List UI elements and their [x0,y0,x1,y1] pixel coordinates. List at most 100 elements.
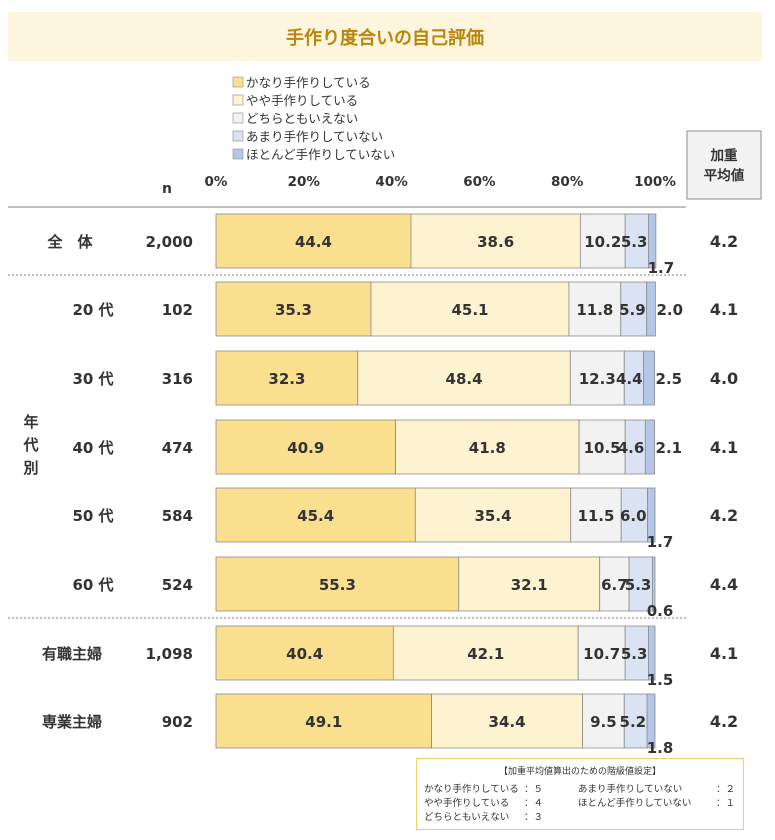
row-avg: 4.0 [710,369,738,388]
bar-segment [215,419,396,475]
row-label: 専業主婦 [42,713,102,731]
data-label: 4.6 [618,439,645,457]
bar-segment [215,625,394,681]
row-label: 30 代 [72,370,113,388]
data-label: 55.3 [319,576,356,594]
bar-segment [620,281,648,337]
bar-segment [215,556,460,612]
row-avg: 4.1 [710,438,738,457]
bar-segment [646,693,656,749]
bar-segment [648,213,657,269]
bar-segment [215,487,416,543]
bar-segment [215,281,372,337]
bar-segment [648,625,656,681]
row-avg: 4.4 [710,575,738,594]
data-label: 1.7 [647,533,674,551]
bar-segment [370,281,570,337]
weight-note-label: やや手作りしている [424,798,510,809]
data-label: 5.3 [621,233,648,251]
legend-swatch [232,130,244,142]
data-label: 35.3 [275,301,312,319]
data-label: 42.1 [467,645,504,663]
data-label: 40.4 [286,645,323,663]
data-label: 2.1 [656,439,683,457]
bar-segment [651,556,656,612]
bar-segment [215,213,412,269]
bar-segment [414,487,572,543]
data-label: 11.8 [576,301,613,319]
row-label: 有職主婦 [42,645,102,663]
chart-title-bar: 手作り度合いの自己評価 [8,12,762,61]
weight-note-row: どちらともいえない ：３ [424,811,736,825]
legend-swatch [232,148,244,160]
data-label: 10.7 [583,645,620,663]
row-n: 316 [162,370,193,388]
row-avg: 4.2 [710,712,738,731]
avg-header-line: 平均値 [704,167,745,184]
data-label: 10.2 [584,233,621,251]
data-label: 6.0 [620,507,647,525]
legend-swatch [232,112,244,124]
bar-segment [577,625,626,681]
weight-note-value: ：３ [524,812,544,823]
data-label: 48.4 [446,370,483,388]
data-label: 32.1 [511,576,548,594]
bar-segment [643,350,655,406]
weight-note-label: かなり手作りしている [424,784,519,795]
data-label: 4.4 [616,370,643,388]
data-label: 40.9 [287,439,324,457]
data-label: 5.3 [621,645,648,663]
data-label: 35.4 [475,507,512,525]
bar-segment [431,693,583,749]
bar-segment [647,487,656,543]
row-label: 全 体 [46,233,93,251]
row-label: 40 代 [72,439,113,457]
row-n: 902 [162,713,193,731]
data-label: 32.3 [268,370,305,388]
group-label: 代 [22,436,38,454]
row-avg: 4.2 [710,232,738,251]
data-label: 41.8 [469,439,506,457]
group-label: 年 [23,413,38,431]
weight-note-row: かなり手作りしている ：５ あまり手作りしていない ：２ [424,783,736,797]
weight-note-label: ほとんど手作りしていない [578,798,692,809]
row-avg: 4.1 [710,300,738,319]
bar-segment [646,281,656,337]
data-label: 45.1 [451,301,488,319]
data-label: 10.5 [584,439,621,457]
x-tick-label: 40% [375,174,408,190]
weight-note: 【加重平均値算出のための階級値設定】 かなり手作りしている ：５ あまり手作りし… [416,758,744,830]
legend-label: あまり手作りしていない [246,129,383,144]
bar-segment [568,281,622,337]
n-header: n [162,181,172,197]
bar-segment [599,556,630,612]
data-label: 9.5 [590,713,617,731]
row-n: 584 [162,507,193,525]
chart-title: 手作り度合いの自己評価 [286,27,484,49]
row-avg: 4.2 [710,506,738,525]
x-tick-label: 20% [288,174,321,190]
row-n: 524 [162,576,193,594]
avg-header-box [686,130,762,200]
weight-note-value: ：５ [524,784,544,795]
data-label: 12.3 [579,370,616,388]
data-label: 38.6 [477,233,514,251]
row-n: 102 [162,301,193,319]
bar-segment [458,556,601,612]
avg-header-line: 加重 [710,147,739,164]
bar-segment [215,693,432,749]
data-label: 5.9 [619,301,646,319]
bar-segment [395,419,580,475]
weight-note-value: ：４ [524,798,544,809]
weight-note-table: かなり手作りしている ：５ あまり手作りしていない ：２ やや手作りしている ：… [424,783,736,825]
row-label: 20 代 [72,301,113,319]
legend-label: ほとんど手作りしていない [246,147,395,162]
data-label: 11.5 [577,507,614,525]
data-label: 6.7 [601,576,628,594]
data-label: 44.4 [295,233,332,251]
bar-segment [392,625,579,681]
bar-segment [644,419,655,475]
data-label: 49.1 [305,713,342,731]
stacked-bar-chart: かなり手作りしているやや手作りしているどちらともいえないあまり手作りしていないほ… [8,75,762,757]
bar-segment [215,350,359,406]
